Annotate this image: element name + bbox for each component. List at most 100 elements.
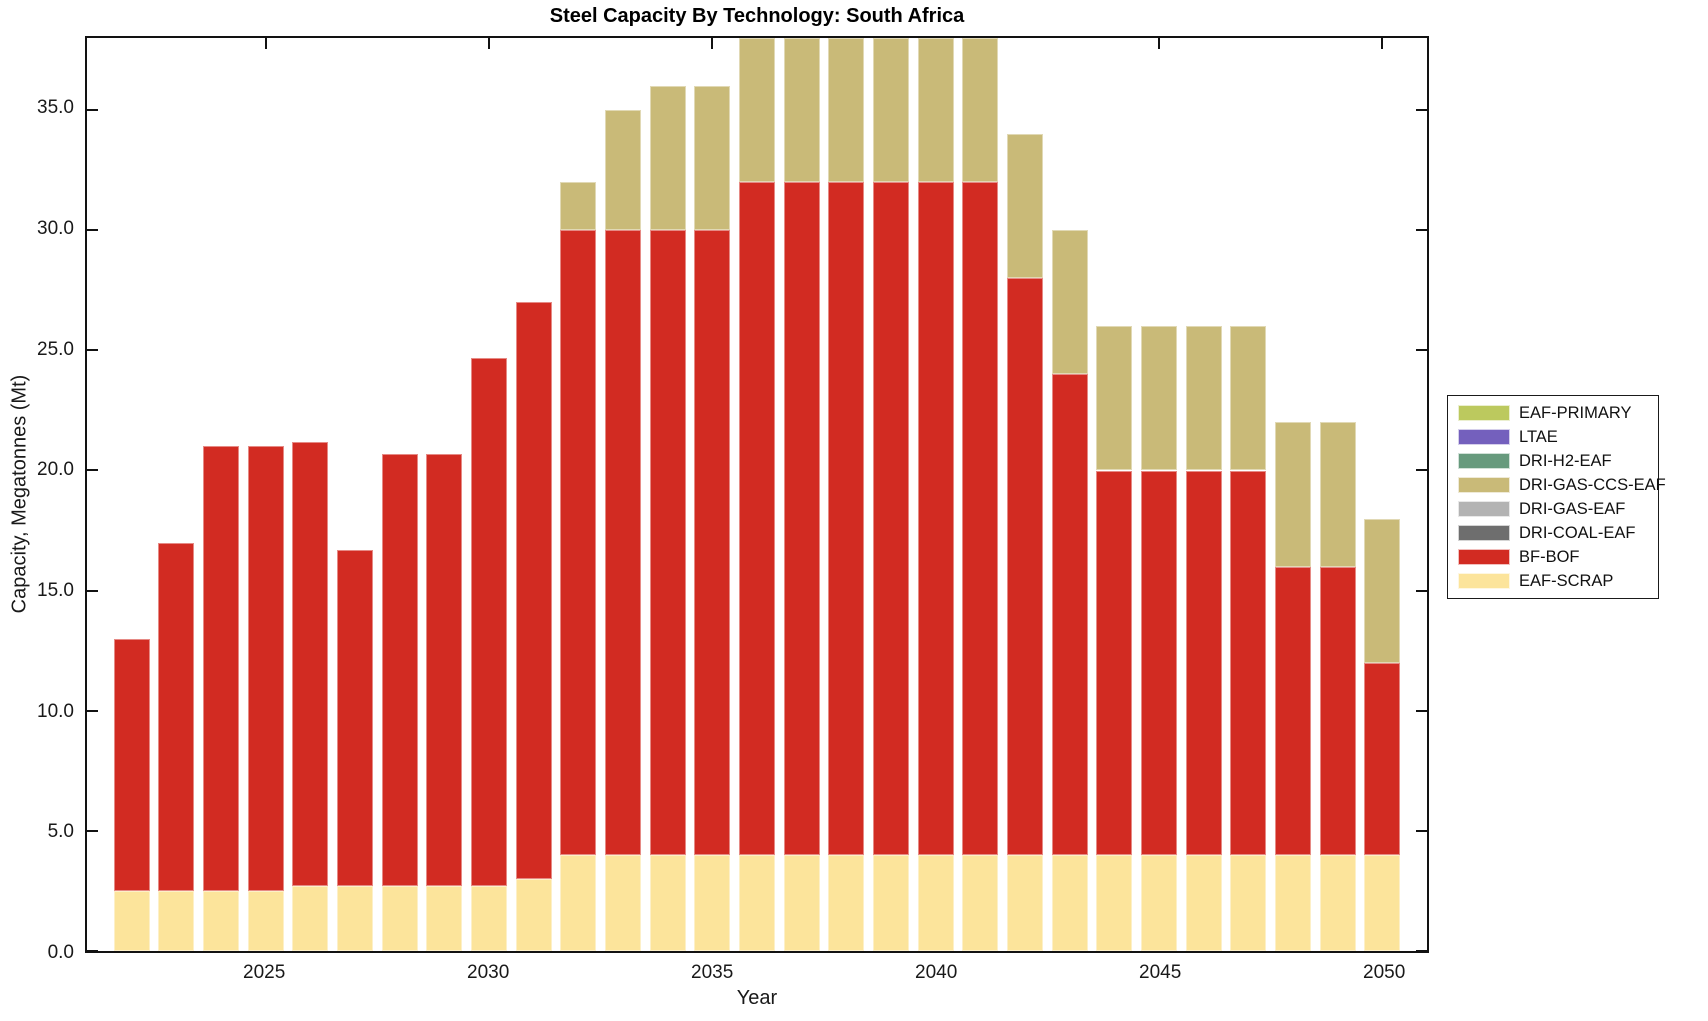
y-tick-mark	[87, 709, 98, 712]
bar-segment-eaf-scrap-2048	[1275, 854, 1311, 951]
y-axis-label: Capacity, Megatonnes (Mt)	[8, 374, 31, 614]
legend-label: DRI-H2-EAF	[1519, 451, 1612, 470]
x-tick-label: 2030	[467, 962, 510, 983]
bar-segment-bf-bof-2044	[1096, 470, 1133, 855]
x-tick-label: 2025	[243, 962, 286, 983]
legend-label: EAF-PRIMARY	[1519, 403, 1632, 422]
y-tick-label: 5.0	[47, 821, 74, 843]
legend-item-dri-gas-ccs-eaf: DRI-GAS-CCS-EAF	[1448, 473, 1666, 497]
bar-segment-dri-gas-ccs-eaf-2044	[1096, 326, 1133, 471]
bar-segment-bf-bof-2048	[1275, 566, 1311, 855]
y-tick-mark	[87, 589, 98, 592]
y-tick-mark	[1416, 709, 1427, 712]
bar-segment-dri-gas-ccs-eaf-2037	[783, 38, 820, 183]
bar-segment-eaf-scrap-2029	[426, 886, 463, 951]
bar-segment-eaf-scrap-2026	[292, 886, 329, 951]
x-tick-label: 2050	[1363, 962, 1406, 983]
y-tick-mark	[87, 829, 98, 832]
bar-segment-eaf-scrap-2044	[1096, 854, 1133, 951]
bar-segment-bf-bof-2035	[694, 230, 731, 855]
chart-title: Steel Capacity By Technology: South Afri…	[549, 5, 965, 27]
legend-item-dri-gas-eaf: DRI-GAS-EAF	[1448, 497, 1658, 521]
bar-segment-bf-bof-2038	[828, 182, 865, 855]
bar-segment-eaf-scrap-2034	[649, 854, 686, 951]
x-tick-mark	[711, 38, 714, 49]
bar-segment-eaf-scrap-2039	[873, 854, 909, 951]
bar-segment-eaf-scrap-2027	[337, 886, 373, 951]
bar-segment-dri-gas-ccs-eaf-2040	[917, 38, 954, 183]
bar-segment-dri-gas-ccs-eaf-2036	[739, 38, 775, 183]
bar-segment-eaf-scrap-2045	[1141, 854, 1177, 951]
bar-segment-bf-bof-2036	[739, 182, 775, 855]
bar-segment-dri-gas-ccs-eaf-2045	[1141, 326, 1177, 471]
legend-item-dri-h2-eaf: DRI-H2-EAF	[1448, 449, 1658, 473]
bar-segment-eaf-scrap-2023	[158, 890, 195, 951]
bar-segment-bf-bof-2050	[1364, 662, 1401, 855]
bar-segment-dri-gas-ccs-eaf-2035	[694, 86, 731, 231]
y-tick-mark	[1416, 829, 1427, 832]
bar-segment-bf-bof-2042	[1007, 278, 1043, 855]
y-tick-mark	[1416, 109, 1427, 112]
bar-segment-bf-bof-2032	[560, 230, 597, 855]
y-tick-mark	[1416, 229, 1427, 232]
y-tick-mark	[87, 349, 98, 352]
legend-item-eaf-primary: EAF-PRIMARY	[1448, 401, 1658, 425]
bar-segment-bf-bof-2022	[113, 638, 150, 891]
bar-segment-eaf-scrap-2040	[917, 854, 954, 951]
x-axis-label: Year	[736, 987, 778, 1009]
bar-segment-bf-bof-2031	[515, 302, 552, 879]
bar-segment-eaf-scrap-2050	[1364, 854, 1401, 951]
y-tick-mark	[87, 950, 98, 952]
bar-segment-eaf-scrap-2049	[1319, 854, 1356, 951]
bar-segment-eaf-scrap-2041	[962, 854, 999, 951]
bar-segment-eaf-scrap-2032	[560, 854, 597, 951]
bar-segment-dri-gas-ccs-eaf-2050	[1364, 518, 1401, 663]
bar-segment-eaf-scrap-2047	[1230, 854, 1267, 951]
bar-segment-eaf-scrap-2037	[783, 854, 820, 951]
bar-segment-bf-bof-2045	[1141, 470, 1177, 855]
bar-segment-dri-gas-ccs-eaf-2038	[828, 38, 865, 183]
bar-segment-dri-gas-ccs-eaf-2048	[1275, 422, 1311, 567]
bar-segment-eaf-scrap-2030	[471, 886, 507, 951]
x-tick-label: 2045	[1139, 962, 1182, 983]
y-tick-label: 10.0	[37, 700, 74, 722]
bar-segment-eaf-scrap-2024	[203, 890, 239, 951]
bar-segment-bf-bof-2033	[605, 230, 641, 855]
bar-segment-bf-bof-2027	[337, 549, 373, 887]
bar-segment-dri-gas-ccs-eaf-2049	[1319, 422, 1356, 567]
bar-segment-eaf-scrap-2036	[739, 854, 775, 951]
bar-segment-bf-bof-2026	[292, 441, 329, 887]
bar-segment-dri-gas-ccs-eaf-2033	[605, 110, 641, 231]
bar-segment-dri-gas-ccs-eaf-2047	[1230, 326, 1267, 471]
legend-swatch-dri-gas-eaf	[1458, 501, 1510, 517]
legend-item-bf-bof: BF-BOF	[1448, 545, 1658, 569]
legend-swatch-dri-gas-ccs-eaf	[1458, 477, 1510, 493]
bar-segment-dri-gas-ccs-eaf-2041	[962, 38, 999, 183]
y-tick-label: 15.0	[37, 580, 74, 602]
bar-segment-bf-bof-2029	[426, 453, 463, 887]
legend-label: DRI-COAL-EAF	[1519, 523, 1636, 542]
legend-swatch-ltae	[1458, 429, 1510, 445]
bar-segment-bf-bof-2023	[158, 542, 195, 891]
x-tick-mark	[488, 38, 490, 49]
y-tick-mark	[87, 469, 98, 472]
bar-segment-eaf-scrap-2042	[1007, 854, 1043, 951]
x-tick-mark	[1158, 38, 1160, 49]
legend-swatch-eaf-scrap	[1458, 573, 1510, 589]
y-tick-label: 35.0	[37, 97, 74, 119]
bar-segment-bf-bof-2041	[962, 182, 999, 855]
y-tick-mark	[87, 229, 98, 232]
bar-segment-dri-gas-ccs-eaf-2034	[649, 86, 686, 231]
x-tick-mark	[1381, 38, 1384, 49]
bar-segment-bf-bof-2030	[471, 357, 507, 887]
bar-segment-eaf-scrap-2028	[381, 886, 418, 951]
bar-segment-bf-bof-2037	[783, 182, 820, 855]
legend-swatch-eaf-primary	[1458, 405, 1510, 421]
bar-segment-dri-gas-ccs-eaf-2043	[1051, 230, 1088, 375]
bar-segment-eaf-scrap-2038	[828, 854, 865, 951]
bar-segment-bf-bof-2043	[1051, 374, 1088, 855]
plot-area	[85, 36, 1429, 953]
bar-segment-dri-gas-ccs-eaf-2039	[873, 38, 909, 183]
x-tick-mark	[264, 38, 267, 49]
